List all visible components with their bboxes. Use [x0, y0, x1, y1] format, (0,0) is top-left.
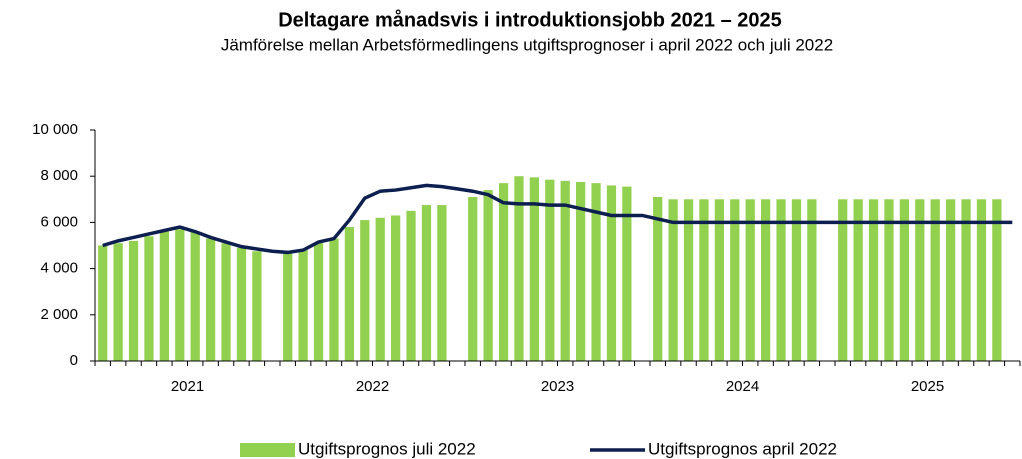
y-tick-label: 8 000 [40, 167, 78, 184]
bar [992, 199, 1002, 361]
bar [252, 251, 262, 361]
bar [560, 180, 570, 361]
y-tick-label: 6 000 [40, 213, 78, 230]
bar [236, 247, 247, 361]
bar [653, 196, 663, 361]
bar [98, 245, 108, 361]
x-year-label: 2021 [171, 378, 204, 395]
bar [514, 176, 524, 361]
bar [853, 199, 863, 361]
bar [699, 199, 709, 361]
x-year-label: 2025 [911, 378, 944, 395]
y-tick-label: 2 000 [40, 306, 78, 323]
bar [483, 190, 493, 361]
line [102, 183, 1013, 255]
bar [606, 185, 617, 361]
bar [776, 199, 786, 361]
bar [545, 179, 555, 361]
y-tick-label: 10 000 [32, 121, 78, 138]
bar [884, 199, 894, 361]
bar [329, 238, 339, 361]
chart-title: Deltagare månadsvis i introduktionsjobb … [278, 8, 782, 31]
bar [391, 215, 401, 361]
bar [761, 199, 771, 361]
bar [591, 183, 601, 361]
bar [807, 199, 817, 361]
legend-swatch [240, 443, 295, 457]
bar [221, 243, 231, 361]
x-year-label: 2023 [541, 378, 574, 395]
bar [468, 196, 478, 361]
bar [313, 243, 324, 361]
bar [791, 199, 802, 361]
x-year-label: 2024 [726, 378, 759, 395]
bar [576, 181, 586, 361]
bar [360, 220, 370, 361]
bar [421, 205, 432, 361]
bar [930, 199, 940, 361]
bar [714, 199, 724, 361]
bar [406, 210, 416, 361]
bar [206, 238, 216, 361]
bar [868, 199, 879, 361]
bar [745, 199, 755, 361]
bar [976, 199, 987, 361]
bar [344, 227, 354, 361]
bar [190, 231, 200, 361]
y-tick-label: 0 [70, 352, 78, 369]
bar [899, 199, 909, 361]
bar [144, 236, 154, 361]
x-year-label: 2022 [356, 378, 389, 395]
bar [159, 231, 169, 361]
bar [683, 199, 694, 361]
bar [283, 252, 293, 361]
bar [622, 186, 632, 361]
bar [961, 199, 971, 361]
bar [529, 177, 539, 361]
bar [128, 240, 139, 361]
legend-label: Utgiftsprognos april 2022 [648, 439, 837, 458]
y-tick-label: 4 000 [40, 260, 78, 277]
bar [946, 199, 956, 361]
bar [668, 199, 678, 361]
legend-label: Utgiftsprognos juli 2022 [298, 439, 476, 458]
bar [113, 243, 123, 361]
bar [915, 199, 925, 361]
bar [498, 183, 509, 361]
bar [730, 199, 740, 361]
chart-subtitle: Jämförelse mellan Arbetsförmedlingens ut… [221, 35, 833, 54]
bar [298, 250, 308, 361]
bar [437, 205, 447, 361]
bar [175, 229, 185, 361]
bar [838, 199, 848, 361]
bar [375, 217, 385, 361]
